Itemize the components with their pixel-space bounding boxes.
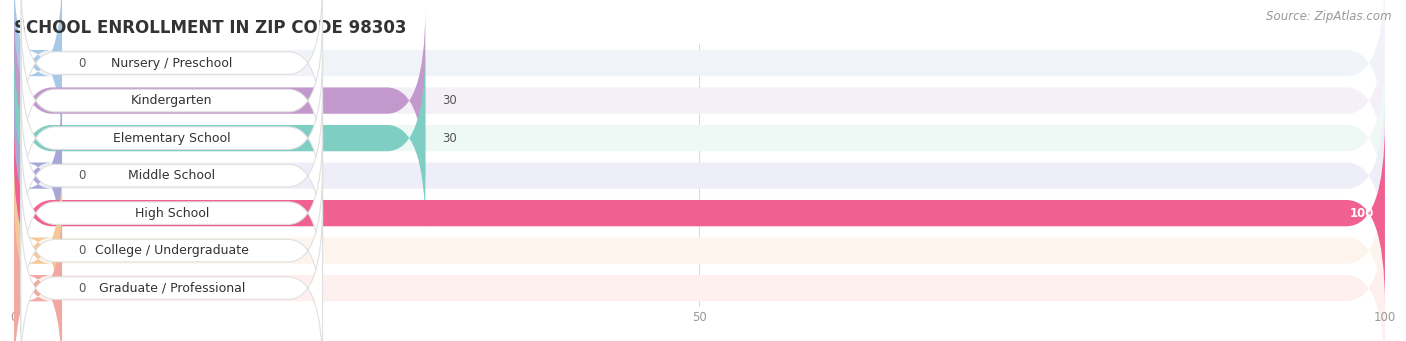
FancyBboxPatch shape xyxy=(21,131,322,296)
FancyBboxPatch shape xyxy=(14,9,425,192)
FancyBboxPatch shape xyxy=(14,0,1385,155)
FancyBboxPatch shape xyxy=(14,121,1385,305)
FancyBboxPatch shape xyxy=(14,84,1385,267)
FancyBboxPatch shape xyxy=(14,84,62,267)
FancyBboxPatch shape xyxy=(14,121,1385,305)
FancyBboxPatch shape xyxy=(21,206,322,341)
Text: High School: High School xyxy=(135,207,209,220)
Text: Graduate / Professional: Graduate / Professional xyxy=(98,282,245,295)
Text: 30: 30 xyxy=(441,132,457,145)
FancyBboxPatch shape xyxy=(14,46,425,230)
FancyBboxPatch shape xyxy=(14,159,62,341)
Text: Kindergarten: Kindergarten xyxy=(131,94,212,107)
FancyBboxPatch shape xyxy=(21,168,322,333)
Text: 100: 100 xyxy=(1350,207,1374,220)
FancyBboxPatch shape xyxy=(21,18,322,183)
Text: 30: 30 xyxy=(441,94,457,107)
Text: College / Undergraduate: College / Undergraduate xyxy=(94,244,249,257)
Text: 0: 0 xyxy=(79,169,86,182)
FancyBboxPatch shape xyxy=(14,46,1385,230)
Text: Elementary School: Elementary School xyxy=(112,132,231,145)
FancyBboxPatch shape xyxy=(14,196,1385,341)
Text: 0: 0 xyxy=(79,244,86,257)
Text: Middle School: Middle School xyxy=(128,169,215,182)
Text: Source: ZipAtlas.com: Source: ZipAtlas.com xyxy=(1267,10,1392,23)
FancyBboxPatch shape xyxy=(14,159,1385,341)
FancyBboxPatch shape xyxy=(21,0,322,146)
Text: 0: 0 xyxy=(79,57,86,70)
FancyBboxPatch shape xyxy=(21,56,322,221)
FancyBboxPatch shape xyxy=(14,0,62,155)
Text: 0: 0 xyxy=(79,282,86,295)
Text: Nursery / Preschool: Nursery / Preschool xyxy=(111,57,232,70)
FancyBboxPatch shape xyxy=(21,93,322,258)
FancyBboxPatch shape xyxy=(14,9,1385,192)
Text: SCHOOL ENROLLMENT IN ZIP CODE 98303: SCHOOL ENROLLMENT IN ZIP CODE 98303 xyxy=(14,19,406,37)
FancyBboxPatch shape xyxy=(14,196,62,341)
